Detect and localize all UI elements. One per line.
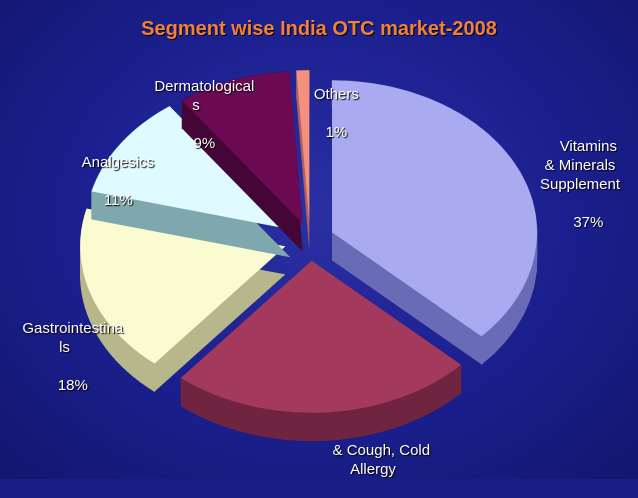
pie-slice-cough-cold-rim [191,384,202,417]
pie-slice-cough-cold-rim [236,402,248,433]
label-analgesics-value: 11% [104,192,133,209]
label-gastro-value: 18% [58,377,88,394]
pie-slice-cough-cold-rim [181,378,191,412]
label-dermatologicals: Dermatological s 9% [126,58,266,172]
pie-slice-gastro-rim [147,359,154,392]
label-gastro-name: Gastrointestina ls [22,320,123,356]
label-vitamins-value: 37% [573,214,603,231]
label-gastro: Gastrointestina ls 18% [2,300,127,414]
pie-slice-cough-cold-rim [410,389,421,422]
pie-slice-gastro-rim [127,343,133,376]
pie-slice-cough-cold-rim [224,398,236,430]
pie-slice-cough-cold-rim [273,410,286,439]
label-others-value: 1% [325,124,347,141]
pie-slice-cough-cold-rim [432,378,442,412]
label-vitamins-name: Vitamins & Minerals Supplement [540,138,620,193]
pie-slice-cough-cold-rim [421,384,432,417]
label-others-name: Others [314,86,359,103]
label-cough-cold-name: & Cough, Cold Allergy [333,442,431,478]
slide-background: Segment wise India OTC market-2008 Vitam… [0,0,638,479]
label-dermatologicals-name: Dermatological s [154,78,254,114]
label-others: Others 1% [288,66,368,161]
label-vitamins: Vitamins & Minerals Supplement 37% [510,118,638,251]
label-dermatologicals-value: 9% [193,135,215,152]
pie-slice-cough-cold-rim [202,389,213,422]
pie-slice-gastro-rim [134,349,141,382]
label-cough-cold: & Cough, Cold Allergy [308,422,438,498]
pie-slice-cough-cold-rim [286,412,299,441]
pie-slice-gastro-rim [140,354,147,387]
pie-slice-cough-cold-rim [213,394,224,426]
pie-slice-cough-cold-rim [248,405,260,436]
pie-slice-cough-cold-rim [261,408,274,438]
